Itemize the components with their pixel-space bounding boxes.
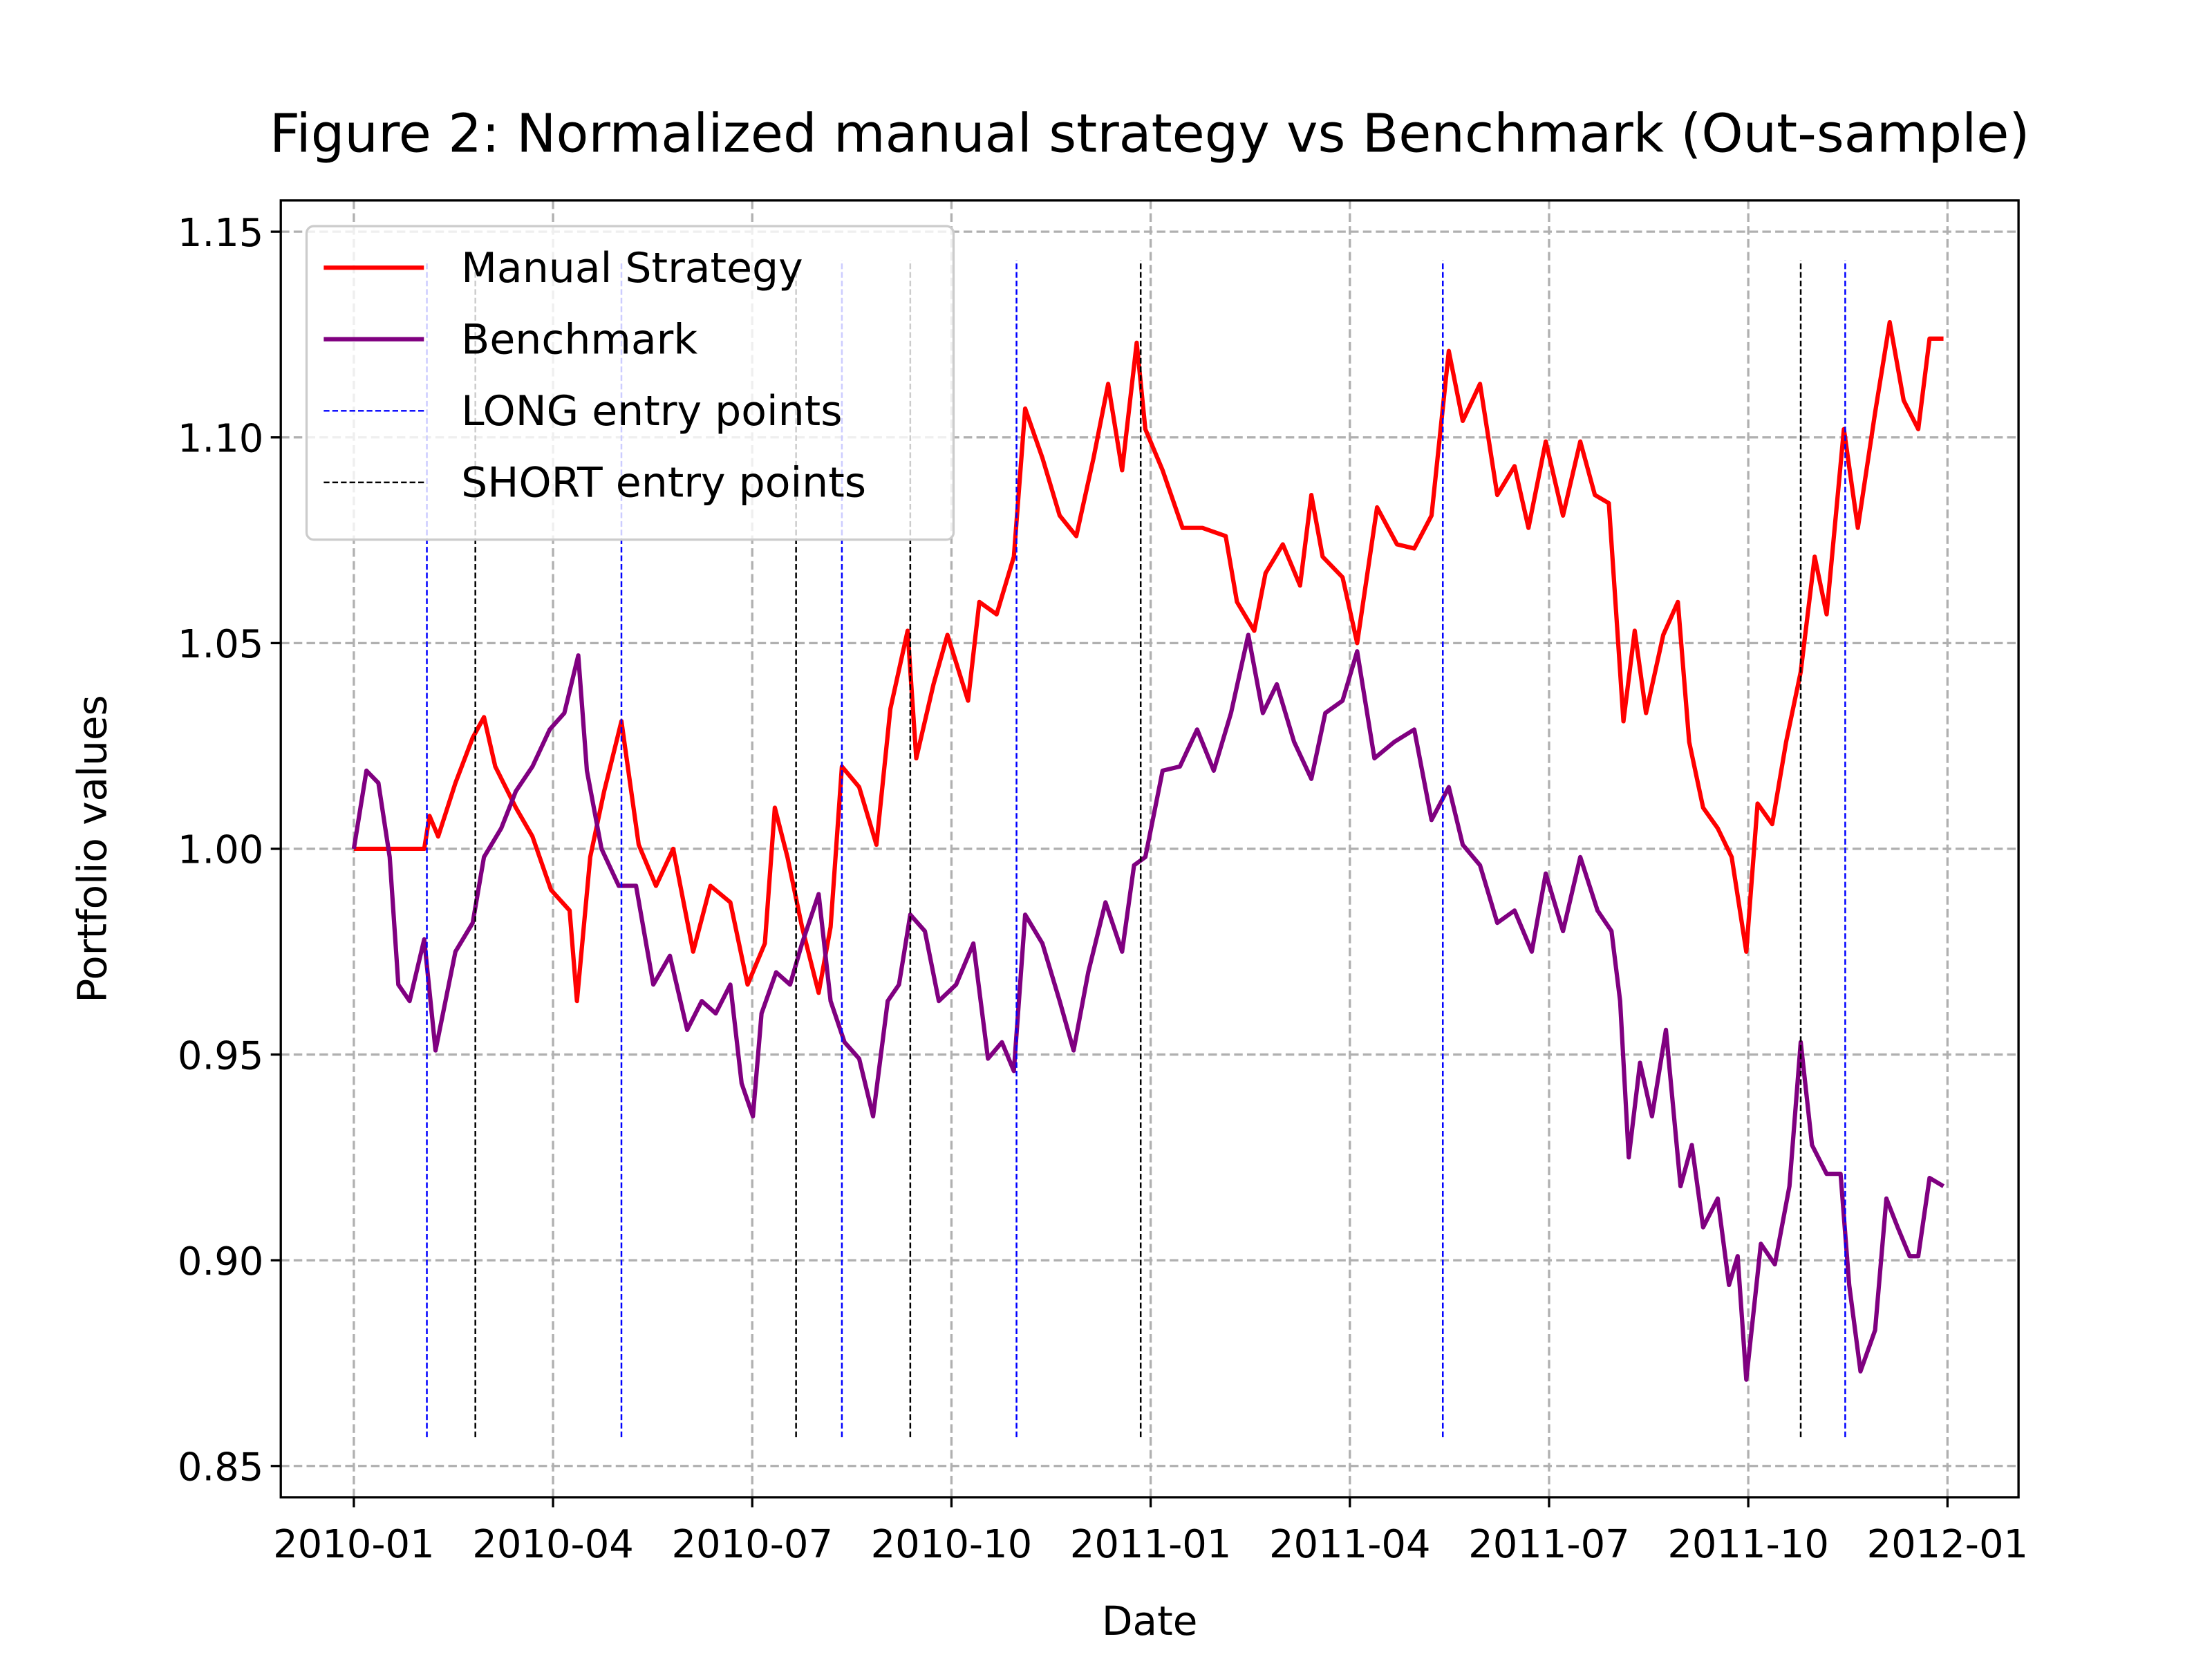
y-axis-label: Portfolio values [69, 695, 116, 1002]
y-tick-label: 1.00 [178, 828, 263, 873]
x-tick-label: 2012-01 [1867, 1522, 2029, 1567]
legend-box [305, 225, 955, 541]
x-tick-label: 2010-10 [871, 1522, 1033, 1567]
x-tick-label: 2011-07 [1468, 1522, 1630, 1567]
legend-label: SHORT entry points [461, 459, 866, 507]
x-tick-label: 2010-07 [671, 1522, 833, 1567]
chart-title: Figure 2: Normalized manual strategy vs … [270, 103, 2030, 165]
series-line [351, 632, 1945, 1382]
legend: Manual Strategy Benchmark LONG entry point… [305, 225, 955, 541]
y-tick-label: 0.90 [178, 1239, 263, 1284]
y-tick-label: 1.05 [178, 622, 263, 667]
y-tick-label: 0.95 [178, 1033, 263, 1078]
y-tick-label: 1.15 [178, 211, 263, 256]
x-tick-label: 2011-04 [1269, 1522, 1431, 1567]
legend-label: Benchmark [461, 315, 697, 364]
series-line [353, 319, 1944, 1004]
axes-frame [279, 199, 2020, 1499]
legend-label: Manual Strategy [461, 244, 803, 292]
y-tick-label: 0.85 [178, 1445, 263, 1490]
legend-label: LONG entry points [461, 387, 842, 435]
x-tick-label: 2011-10 [1667, 1522, 1829, 1567]
x-tick-label: 2011-01 [1070, 1522, 1232, 1567]
y-tick-label: 1.10 [178, 416, 263, 461]
x-axis-label: Date [1102, 1597, 1198, 1644]
x-tick-label: 2010-04 [472, 1522, 634, 1567]
x-tick-label: 2010-01 [273, 1522, 435, 1567]
